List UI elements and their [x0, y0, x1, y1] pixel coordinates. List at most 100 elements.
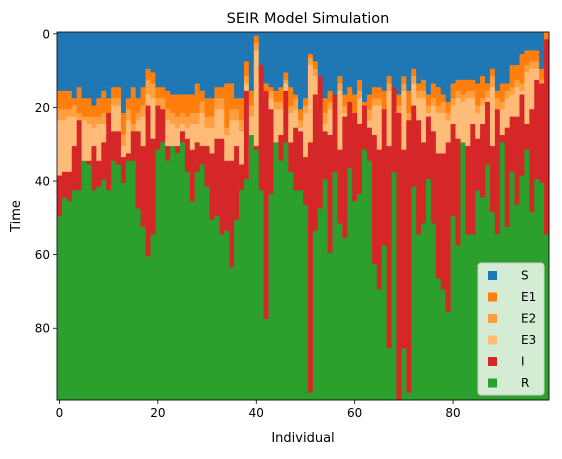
heatmap-cell-E1	[298, 109, 304, 121]
heatmap-cell-S	[219, 32, 225, 88]
heatmap-cell-E3	[534, 68, 540, 81]
heatmap-cell-E3	[125, 120, 132, 154]
heatmap-cell-E3	[278, 109, 284, 136]
heatmap-cell-I	[480, 124, 486, 198]
heatmap-cell-R	[116, 164, 122, 401]
heatmap-cell-R	[322, 179, 328, 401]
heatmap-cell-E1	[253, 35, 260, 44]
heatmap-cell-E1	[86, 98, 92, 118]
heatmap-cell-I	[544, 39, 550, 235]
heatmap-cell-S	[371, 32, 378, 88]
heatmap-cell-E2	[376, 98, 383, 106]
heatmap-cell-S	[81, 32, 87, 99]
legend-swatch-E2	[488, 314, 497, 323]
heatmap-cell-I	[450, 124, 456, 217]
heatmap-cell-E2	[303, 105, 309, 114]
heatmap-cell-R	[111, 160, 117, 401]
heatmap-cell-E2	[86, 116, 92, 125]
heatmap-cell-S	[391, 32, 397, 92]
heatmap-cell-R	[298, 190, 304, 401]
heatmap-cell-E1	[184, 94, 191, 118]
heatmap-cell-E3	[101, 124, 107, 143]
heatmap-cell-R	[130, 160, 137, 401]
heatmap-cell-I	[381, 109, 388, 246]
heatmap-cell-E1	[509, 65, 515, 88]
heatmap-cell-E2	[455, 90, 461, 99]
heatmap-cell-I	[539, 83, 545, 184]
heatmap-cell-S	[160, 32, 166, 88]
x-tick-label: 0	[56, 406, 64, 420]
heatmap-cell-E3	[475, 112, 481, 140]
heatmap-cell-E2	[253, 43, 260, 51]
heatmap-cell-S	[519, 32, 525, 55]
heatmap-cell-I	[401, 149, 407, 349]
heatmap-cell-I	[57, 175, 63, 217]
x-tick-label: 60	[347, 406, 362, 420]
heatmap-cell-I	[189, 149, 196, 202]
heatmap-cell-E2	[470, 90, 476, 99]
heatmap-cell-S	[86, 32, 92, 99]
heatmap-cell-E1	[111, 87, 117, 99]
heatmap-cell-S	[209, 32, 215, 99]
heatmap-cell-I	[116, 131, 122, 165]
heatmap-cell-R	[460, 142, 466, 401]
heatmap-cell-E2	[421, 90, 427, 99]
heatmap-cell-S	[165, 32, 171, 92]
heatmap-cell-E3	[180, 124, 186, 132]
heatmap-cell-E1	[465, 79, 471, 92]
heatmap-cell-E3	[283, 83, 289, 92]
heatmap-cell-R	[332, 171, 338, 401]
heatmap-cell-R	[406, 392, 412, 401]
heatmap-cell-R	[317, 208, 324, 401]
heatmap-cell-E1	[248, 90, 255, 106]
heatmap-cell-S	[499, 32, 506, 84]
heatmap-cell-I	[499, 135, 506, 143]
heatmap-cell-I	[155, 105, 161, 151]
heatmap-cell-I	[268, 109, 274, 195]
heatmap-cell-E2	[465, 90, 471, 99]
heatmap-cell-E2	[342, 105, 348, 114]
heatmap-cell-S	[386, 32, 392, 77]
heatmap-cell-E1	[116, 87, 122, 99]
heatmap-cell-E3	[445, 120, 451, 143]
heatmap-cell-I	[106, 112, 112, 191]
heatmap-cell-R	[544, 234, 550, 401]
heatmap-cell-E3	[376, 105, 383, 151]
heatmap-cell-E2	[401, 83, 407, 92]
heatmap-cell-E3	[140, 116, 146, 147]
heatmap-cell-E1	[539, 68, 545, 81]
heatmap-cell-E3	[243, 83, 250, 92]
heatmap-cell-R	[288, 171, 294, 401]
heatmap-cell-S	[376, 32, 383, 88]
heatmap-cell-E2	[499, 101, 506, 110]
heatmap-cell-I	[357, 124, 363, 195]
heatmap-cell-E2	[489, 76, 496, 88]
heatmap-cell-E3	[135, 120, 142, 132]
heatmap-cell-S	[189, 32, 196, 95]
heatmap-cell-S	[337, 32, 343, 77]
heatmap-cell-S	[180, 32, 186, 95]
heatmap-cell-E2	[435, 105, 442, 114]
heatmap-cell-E1	[288, 87, 294, 106]
heatmap-cell-I	[184, 138, 191, 173]
y-tick-label: 0	[42, 27, 50, 41]
heatmap-cell-E1	[81, 98, 87, 118]
heatmap-cell-E1	[224, 83, 230, 129]
heatmap-cell-S	[332, 32, 338, 95]
legend-swatch-I	[488, 357, 497, 366]
heatmap-cell-E2	[288, 105, 294, 114]
heatmap-cell-E3	[401, 90, 407, 151]
heatmap-cell-R	[170, 146, 176, 401]
heatmap-cell-E1	[416, 83, 422, 92]
heatmap-cell-E2	[234, 109, 240, 121]
heatmap-cell-E3	[327, 109, 333, 136]
heatmap-cell-E1	[470, 79, 476, 92]
heatmap-cell-R	[189, 201, 196, 401]
heatmap-cell-E2	[312, 68, 319, 77]
heatmap-cell-E2	[224, 127, 230, 136]
heatmap-cell-I	[214, 138, 220, 217]
heatmap-cell-E2	[322, 112, 328, 125]
legend-label-E3: E3	[521, 333, 536, 347]
heatmap-cell-R	[258, 190, 265, 401]
heatmap-cell-E2	[189, 112, 196, 125]
